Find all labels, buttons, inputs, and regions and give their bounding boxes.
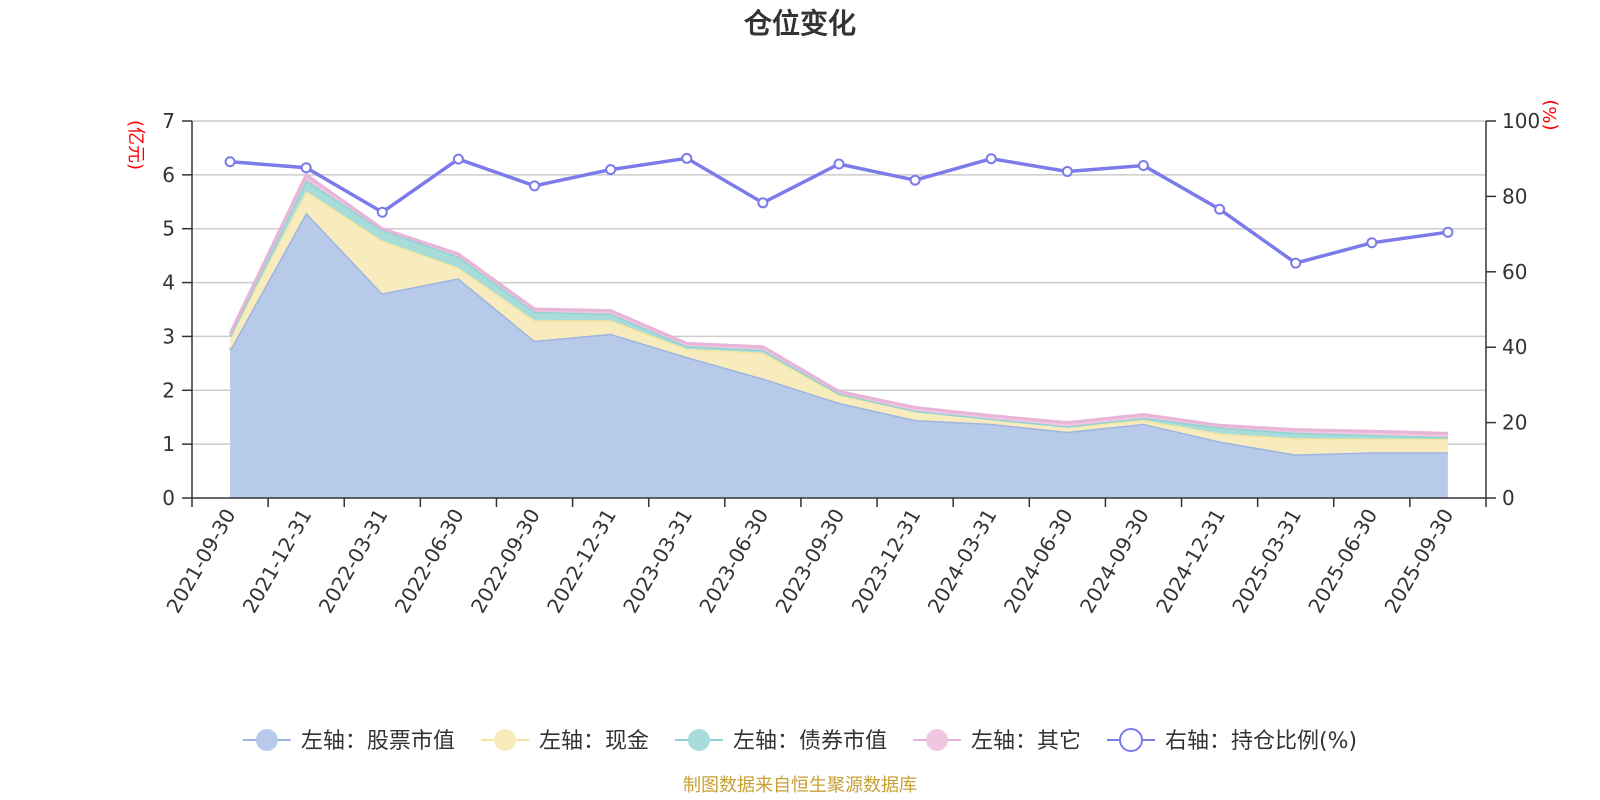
- holding-ratio-point: [833, 158, 845, 170]
- x-tick-label: 2022-09-30: [466, 505, 545, 618]
- holding-ratio-point: [376, 206, 388, 218]
- legend-label: 右轴：持仓比例(%): [1165, 729, 1357, 754]
- stacked-areas: [228, 172, 1448, 498]
- legend-circle-marker: [1118, 728, 1143, 752]
- holding-ratio-point: [1442, 226, 1454, 238]
- holding-ratio-series: [224, 152, 1454, 269]
- left-tick-label: 6: [162, 163, 175, 187]
- left-tick-label: 0: [162, 486, 175, 510]
- x-tick-label: 2022-06-30: [390, 504, 469, 617]
- x-tick-label: 2025-03-31: [1227, 505, 1306, 618]
- x-tick-label: 2021-09-30: [161, 505, 240, 618]
- holding-ratio-point: [224, 156, 236, 168]
- left-tick-label: 3: [162, 324, 175, 348]
- left-tick-label: 2: [162, 378, 175, 402]
- holding-ratio-point: [757, 197, 769, 209]
- legend-circle-marker: [925, 729, 948, 751]
- x-tick-label: 2024-09-30: [1075, 505, 1154, 618]
- holding-ratio-point: [300, 162, 312, 174]
- legend-label: 左轴：现金: [539, 729, 649, 754]
- left-tick-label: 5: [162, 217, 175, 241]
- chart-title: 仓位变化: [744, 7, 856, 40]
- right-tick-label: 60: [1502, 260, 1527, 284]
- holding-ratio-point: [1214, 203, 1226, 215]
- x-tick-label: 2022-03-31: [314, 505, 393, 618]
- holding-ratio-point: [1061, 166, 1073, 178]
- x-tick-label: 2024-03-31: [923, 505, 1002, 618]
- area-series-1: [230, 212, 1448, 498]
- x-tick-label: 2023-12-31: [847, 505, 926, 618]
- holding-ratio-point: [681, 152, 693, 164]
- x-tick-label: 2021-12-31: [238, 505, 317, 618]
- legend-circle-marker: [687, 729, 710, 751]
- holding-ratio-point: [1290, 257, 1302, 269]
- legend-circle-marker: [493, 729, 516, 751]
- right-tick-label: 40: [1502, 335, 1527, 359]
- holding-ratio-point: [452, 153, 464, 165]
- left-tick-label: 7: [162, 109, 175, 133]
- x-tick-label: 2023-03-31: [618, 505, 697, 618]
- right-tick-label: 0: [1502, 486, 1515, 510]
- x-tick-label: 2022-12-31: [542, 505, 621, 618]
- x-tick-label: 2025-09-30: [1379, 505, 1458, 618]
- right-tick-label: 100: [1502, 109, 1540, 133]
- legend-label: 左轴：股票市值: [301, 729, 455, 754]
- legend-label: 左轴：债券市值: [733, 729, 887, 754]
- holding-ratio-point: [985, 153, 997, 165]
- legend-label: 左轴：其它: [971, 729, 1081, 754]
- left-tick-label: 1: [162, 432, 175, 456]
- right-tick-label: 20: [1502, 411, 1527, 435]
- x-tick-label: 2023-09-30: [770, 505, 849, 618]
- area-series-2: [230, 191, 1448, 455]
- left-axis-unit: (亿元): [125, 120, 146, 170]
- right-tick-label: 80: [1502, 184, 1527, 208]
- data-source-note: 制图数据来自恒生聚源数据库: [683, 775, 917, 796]
- x-tick-label: 2024-12-31: [1151, 505, 1230, 618]
- x-tick-label: 2025-06-30: [1303, 505, 1382, 618]
- holding-ratio-point: [529, 180, 541, 192]
- x-tick-label: 2023-06-30: [694, 505, 773, 618]
- area-series-4-line: [228, 172, 1448, 435]
- legend: 左轴：股票市值 左轴：现金 左轴：债券市值 左轴：其它 右轴：持仓比例(%): [242, 728, 1357, 754]
- holding-ratio-point: [909, 174, 921, 186]
- left-tick-label: 4: [162, 271, 175, 295]
- holding-ratio-point: [1137, 159, 1149, 171]
- holding-ratio-point: [1366, 237, 1378, 249]
- right-axis-unit: (%): [1540, 99, 1561, 130]
- holding-ratio-point: [605, 164, 617, 176]
- x-tick-label: 2024-06-30: [999, 505, 1078, 618]
- legend-circle-marker: [255, 729, 278, 751]
